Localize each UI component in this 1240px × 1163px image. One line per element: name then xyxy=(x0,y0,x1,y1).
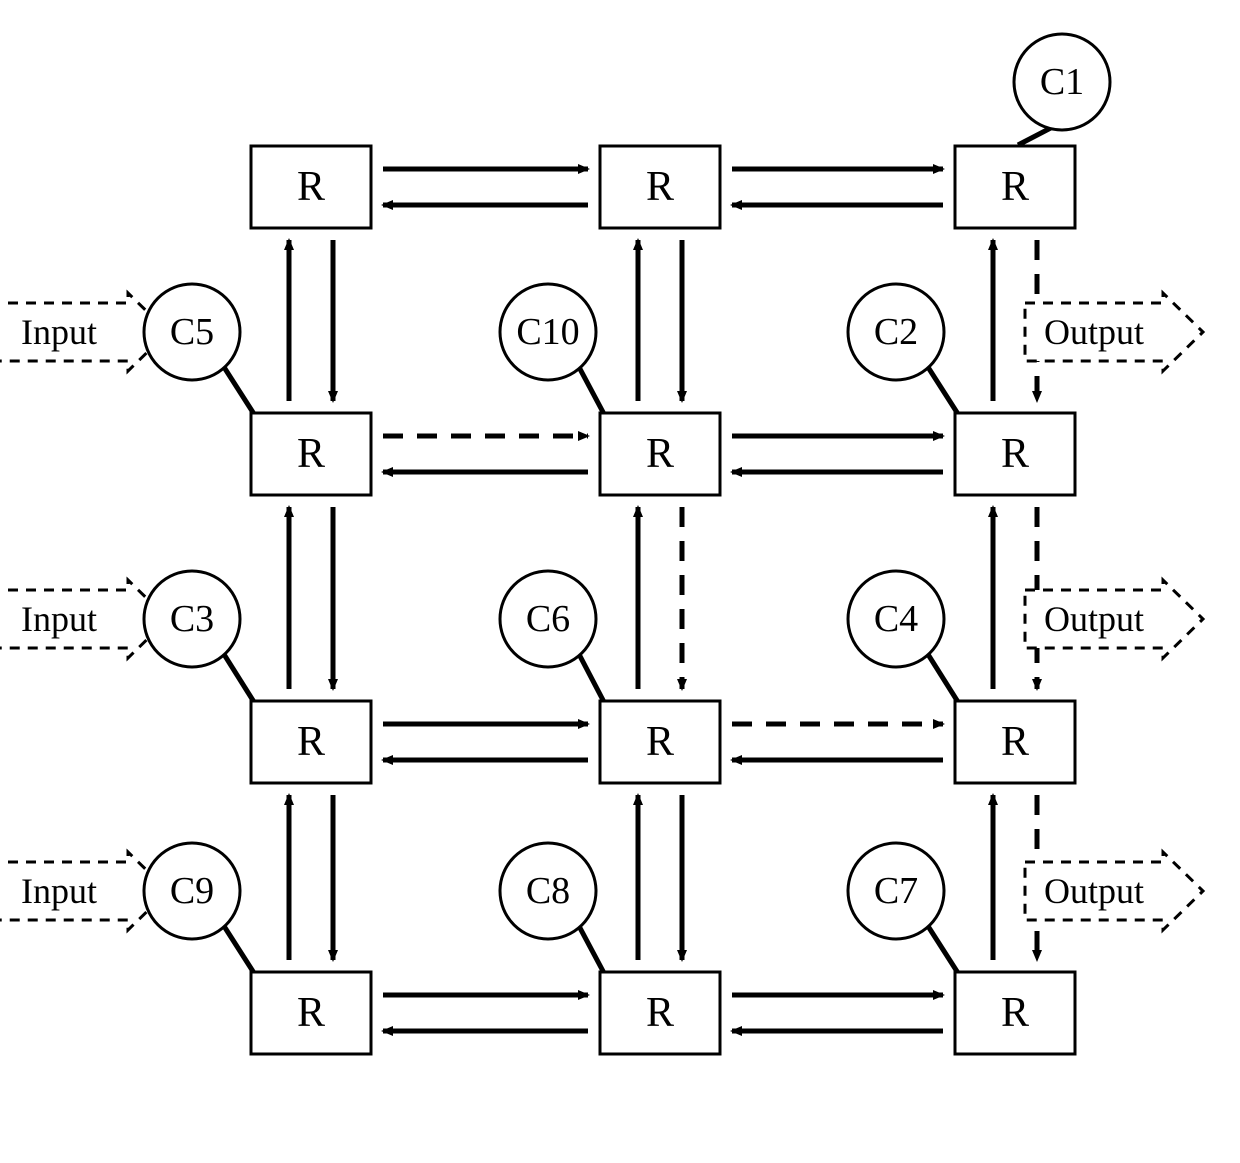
router-r31-label: R xyxy=(646,990,674,1036)
output-label: Output xyxy=(1044,871,1144,911)
router-r22-label: R xyxy=(1001,719,1029,765)
output-label: Output xyxy=(1044,312,1144,352)
output-label: Output xyxy=(1044,599,1144,639)
node-C5-label: C5 xyxy=(170,311,214,353)
node-C8-label: C8 xyxy=(526,870,570,912)
router-r30-label: R xyxy=(297,990,325,1036)
router-r01-label: R xyxy=(646,164,674,210)
router-r32-label: R xyxy=(1001,990,1029,1036)
node-C7-label: C7 xyxy=(874,870,918,912)
input-label: Input xyxy=(21,312,97,352)
network-diagram: Input Input Input Output Output Output C1 C5 C10… xyxy=(0,0,1240,1163)
node-C2-label: C2 xyxy=(874,311,918,353)
node-C9-label: C9 xyxy=(170,870,214,912)
router-r02-label: R xyxy=(1001,164,1029,210)
router-r20-label: R xyxy=(297,719,325,765)
input-label: Input xyxy=(21,871,97,911)
router-r10-label: R xyxy=(297,431,325,477)
router-r21-label: R xyxy=(646,719,674,765)
router-r11-label: R xyxy=(646,431,674,477)
node-C3-label: C3 xyxy=(170,598,214,640)
node-C4-label: C4 xyxy=(874,598,918,640)
node-C6-label: C6 xyxy=(526,598,570,640)
node-C1-label: C1 xyxy=(1040,61,1084,103)
node-C10-label: C10 xyxy=(516,311,579,353)
router-r00-label: R xyxy=(297,164,325,210)
router-r12-label: R xyxy=(1001,431,1029,477)
input-label: Input xyxy=(21,599,97,639)
